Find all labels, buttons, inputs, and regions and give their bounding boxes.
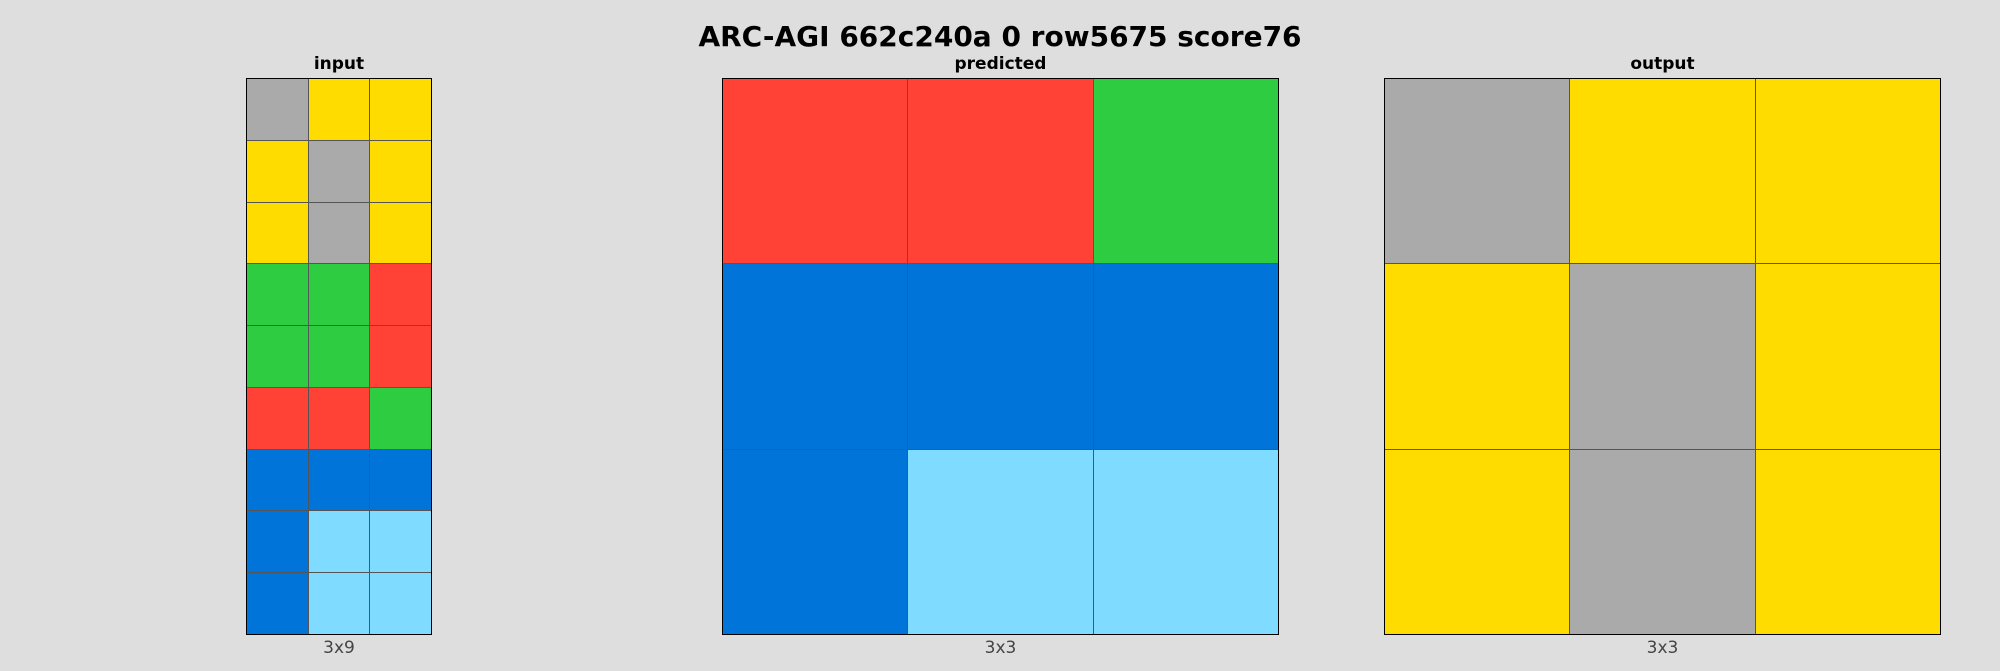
input-cell-r6-c0 <box>247 449 308 511</box>
input-cell-r4-c0 <box>247 326 308 387</box>
input-cell-r4-c2 <box>370 326 431 387</box>
input-panel: input 3x9 <box>246 52 432 664</box>
input-cell-r5-c1 <box>308 387 370 449</box>
output-cell-r1-c1 <box>1570 264 1755 449</box>
predicted-cell-r2-c2 <box>1093 449 1278 634</box>
output-size-label: 3x3 <box>1646 638 1679 658</box>
input-cell-r3-c2 <box>370 264 431 326</box>
figure-title: ARC-AGI 662c240a 0 row5675 score76 <box>698 20 1302 53</box>
input-cell-r0-c1 <box>308 79 370 140</box>
output-cell-r1-c2 <box>1755 264 1940 449</box>
output-cell-r2-c1 <box>1570 449 1755 634</box>
input-cell-r0-c0 <box>247 79 308 140</box>
predicted-cell-r1-c2 <box>1093 264 1278 449</box>
input-cell-r7-c2 <box>370 511 431 573</box>
output-cell-r0-c2 <box>1755 79 1940 264</box>
output-grid <box>1384 78 1941 635</box>
input-cell-r0-c2 <box>370 79 431 140</box>
output-panel: output 3x3 <box>1384 52 1941 664</box>
input-cell-r7-c1 <box>308 511 370 573</box>
input-cell-r2-c2 <box>370 202 431 264</box>
input-cell-r7-c0 <box>247 511 308 573</box>
input-cell-r2-c1 <box>308 202 370 264</box>
input-cell-r6-c1 <box>308 449 370 511</box>
predicted-grid <box>722 78 1279 635</box>
output-cell-r0-c1 <box>1570 79 1755 264</box>
output-cell-r2-c0 <box>1385 449 1570 634</box>
input-cell-r1-c2 <box>370 140 431 202</box>
input-grid <box>246 78 432 635</box>
input-cell-r8-c0 <box>247 573 308 634</box>
output-cell-r1-c0 <box>1385 264 1570 449</box>
predicted-cell-r2-c1 <box>908 449 1093 634</box>
predicted-cell-r2-c0 <box>723 449 908 634</box>
predicted-cell-r1-c0 <box>723 264 908 449</box>
input-cell-r8-c2 <box>370 573 431 634</box>
input-cell-r5-c0 <box>247 387 308 449</box>
input-cell-r3-c1 <box>308 264 370 326</box>
output-cell-r2-c2 <box>1755 449 1940 634</box>
predicted-cell-r0-c2 <box>1093 79 1278 264</box>
input-size-label: 3x9 <box>323 638 355 658</box>
input-cell-r4-c1 <box>308 326 370 387</box>
predicted-cell-r0-c0 <box>723 79 908 264</box>
output-panel-label: output <box>1630 54 1695 74</box>
input-cell-r8-c1 <box>308 573 370 634</box>
predicted-cell-r1-c1 <box>908 264 1093 449</box>
input-panel-label: input <box>313 54 365 74</box>
predicted-panel: predicted 3x3 <box>722 52 1279 664</box>
input-cell-r6-c2 <box>370 449 431 511</box>
input-cell-r5-c2 <box>370 387 431 449</box>
predicted-cell-r0-c1 <box>908 79 1093 264</box>
predicted-size-label: 3x3 <box>984 638 1017 658</box>
input-cell-r3-c0 <box>247 264 308 326</box>
predicted-panel-label: predicted <box>954 54 1047 74</box>
input-cell-r2-c0 <box>247 202 308 264</box>
input-cell-r1-c1 <box>308 140 370 202</box>
output-cell-r0-c0 <box>1385 79 1570 264</box>
input-cell-r1-c0 <box>247 140 308 202</box>
